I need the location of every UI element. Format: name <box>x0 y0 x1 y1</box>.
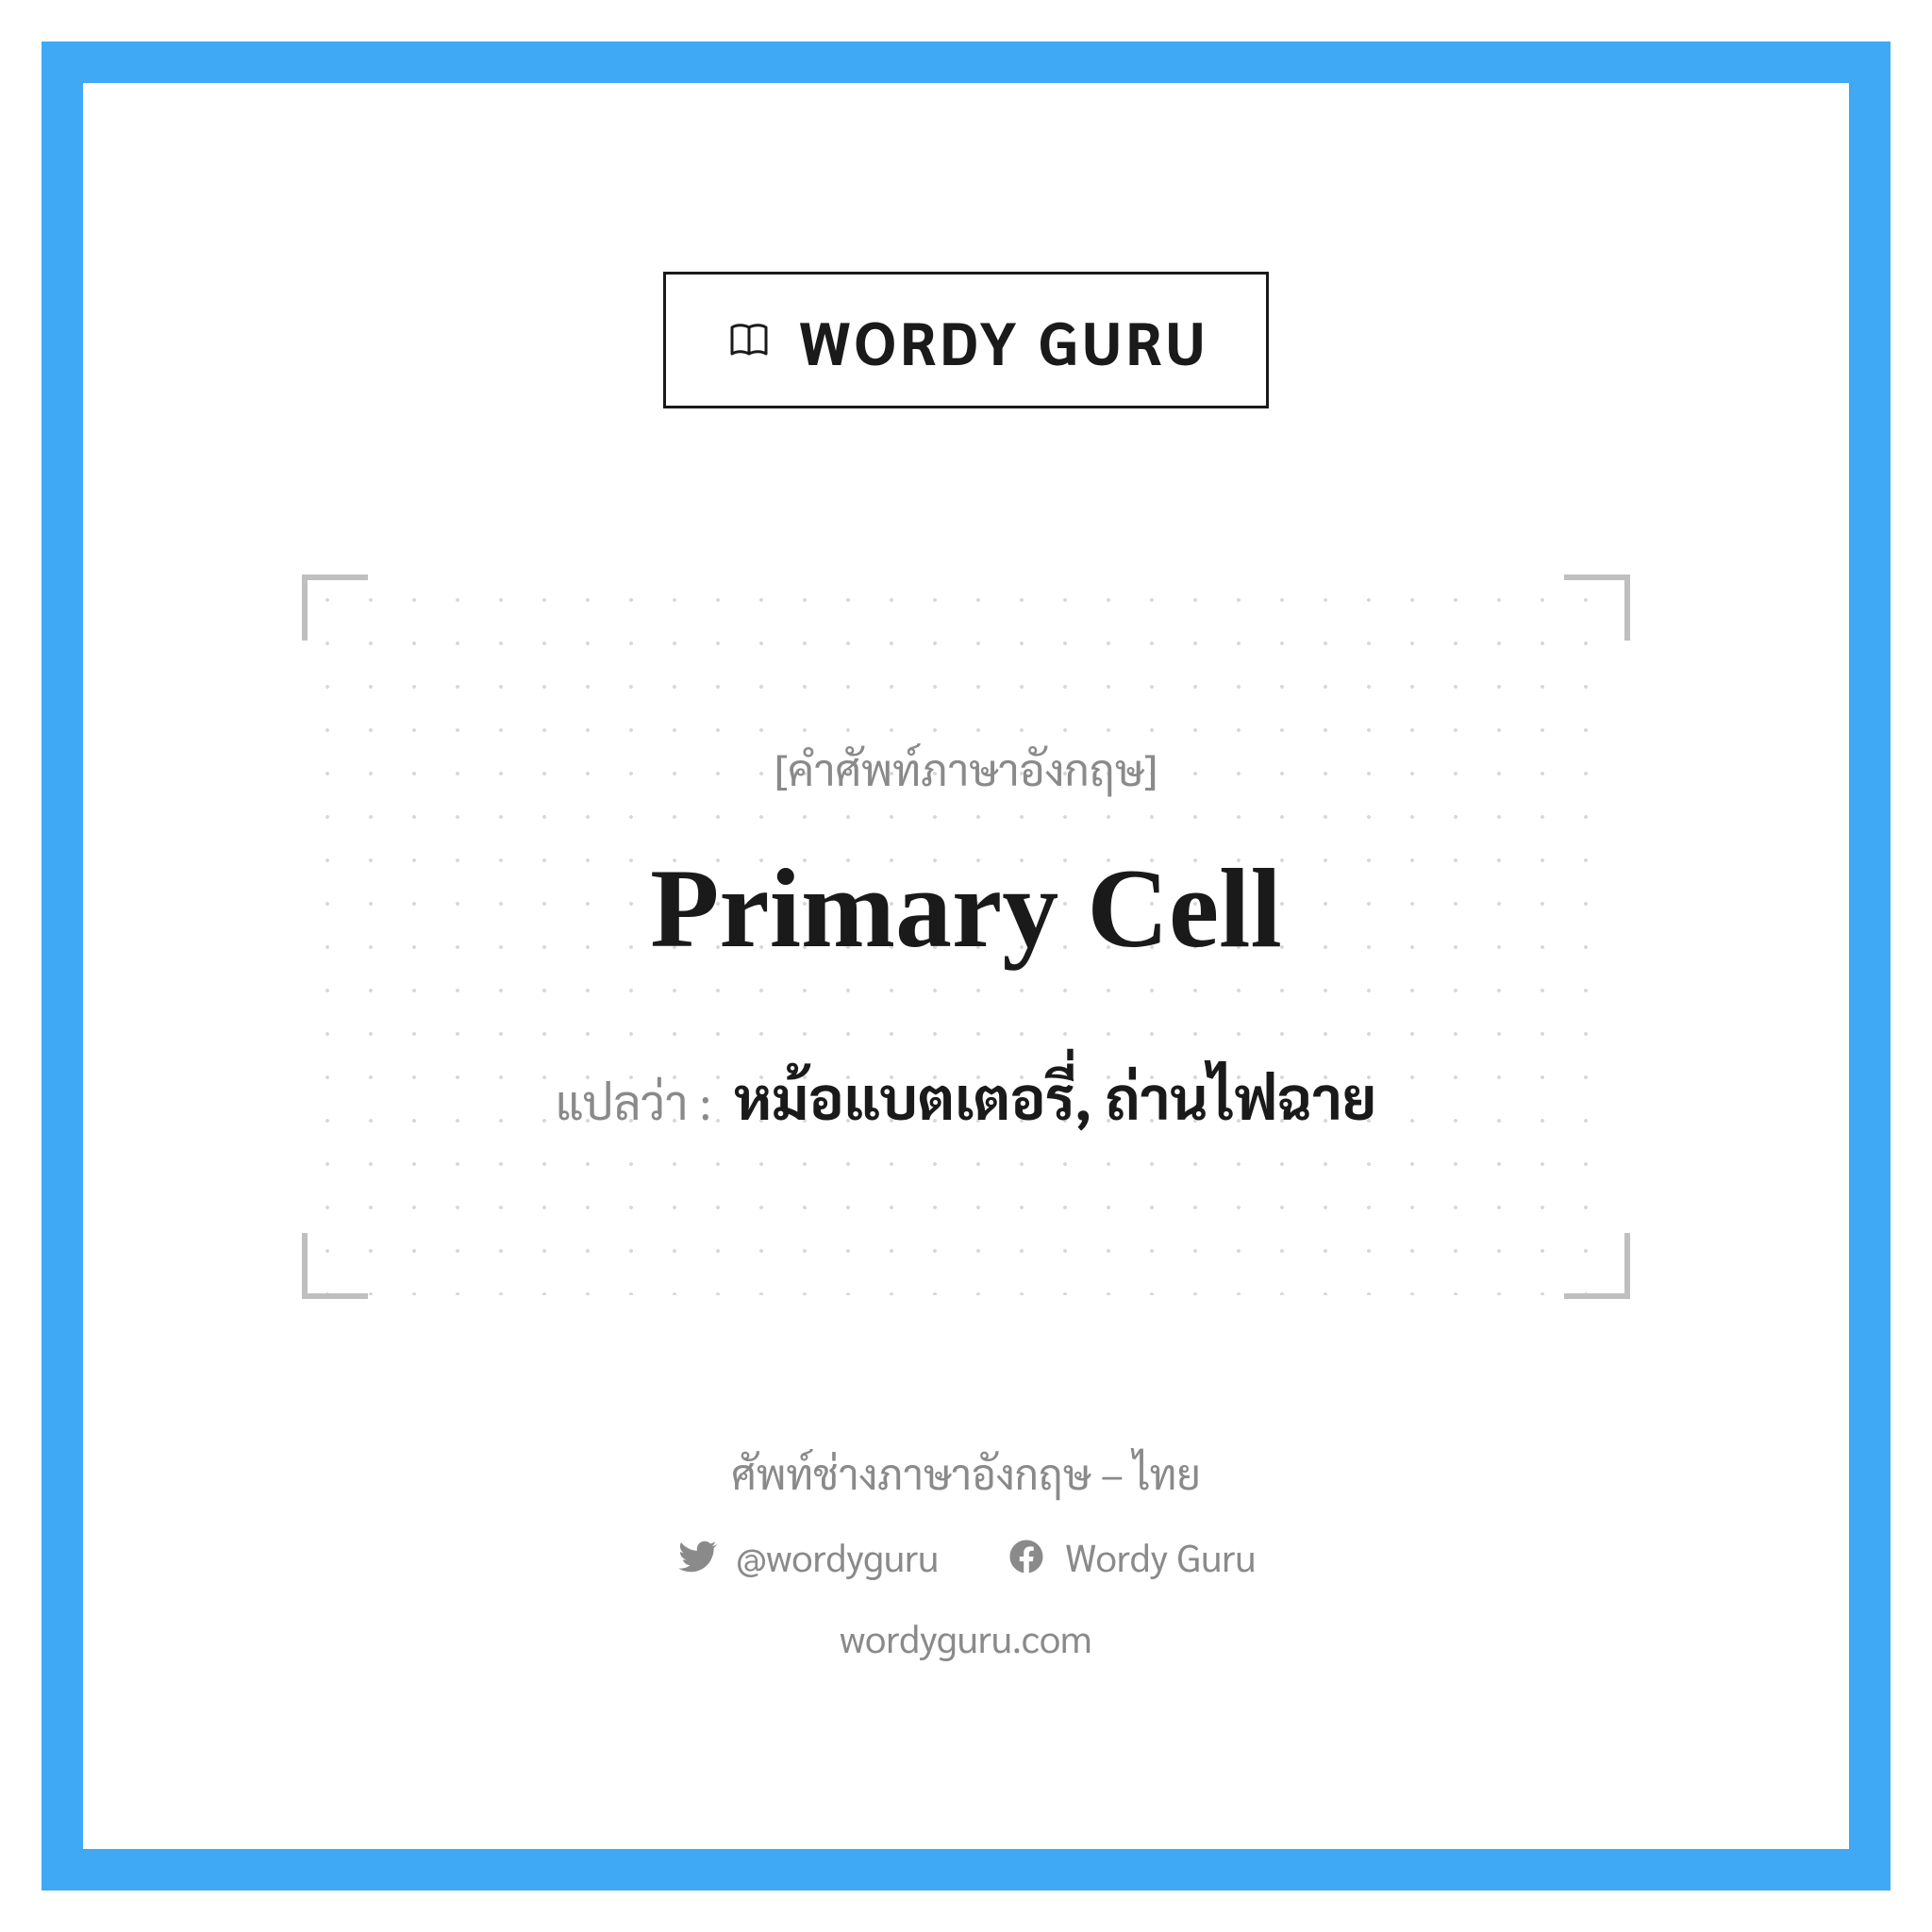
corner-bracket-tl <box>302 575 368 641</box>
corner-bracket-tr <box>1564 575 1630 641</box>
term-heading: Primary Cell <box>650 843 1282 974</box>
definition-value: หม้อแบตเตอรี่, ถ่านไฟฉาย <box>734 1058 1376 1134</box>
outer-frame: WORDY GURU [คำศัพท์ภาษาอังกฤษ] Primary C… <box>42 42 1890 1890</box>
category-label: [คำศัพท์ภาษาอังกฤษ] <box>774 740 1158 796</box>
corner-bracket-br <box>1564 1233 1630 1299</box>
definition-label: แปลว่า : <box>556 1070 711 1131</box>
website-url[interactable]: wordyguru.com <box>840 1613 1091 1662</box>
corner-bracket-bl <box>302 1233 368 1299</box>
logo-text: WORDY GURU <box>798 301 1208 379</box>
facebook-icon <box>1005 1535 1048 1578</box>
social-row: @wordyguru Wordy Guru <box>676 1532 1257 1581</box>
facebook-link[interactable]: Wordy Guru <box>1005 1532 1256 1581</box>
definition-card: [คำศัพท์ภาษาอังกฤษ] Primary Cell แปลว่า … <box>306 578 1626 1295</box>
facebook-name: Wordy Guru <box>1065 1532 1256 1581</box>
definition-row: แปลว่า : หม้อแบตเตอรี่, ถ่านไฟฉาย <box>556 1058 1376 1134</box>
footer-title: ศัพท์ช่างภาษาอังกฤษ – ไทย <box>731 1446 1201 1500</box>
twitter-link[interactable]: @wordyguru <box>676 1532 939 1581</box>
twitter-icon <box>676 1535 720 1578</box>
book-icon <box>723 314 775 367</box>
logo-box: WORDY GURU <box>663 272 1268 408</box>
twitter-handle: @wordyguru <box>737 1532 939 1581</box>
footer: ศัพท์ช่างภาษาอังกฤษ – ไทย @wordyguru Wor… <box>676 1446 1257 1662</box>
